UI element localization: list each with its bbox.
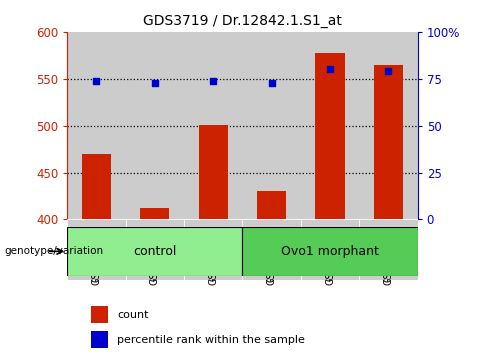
Bar [315,53,345,219]
Point [93,78,100,84]
Point [268,80,276,85]
Bar [82,154,111,219]
Bar [126,219,184,280]
Text: count: count [117,310,149,320]
Text: control: control [133,245,177,258]
Point [151,80,158,85]
Bar [184,219,242,280]
Bar [359,219,418,280]
Text: GSM537964: GSM537964 [208,225,218,285]
Bar [242,219,301,280]
Bar [126,32,184,219]
Bar [242,227,418,276]
Bar [67,227,242,276]
Text: Ovo1 morphant: Ovo1 morphant [281,245,379,258]
Bar [199,125,228,219]
Text: GSM537967: GSM537967 [384,225,394,285]
Text: GSM537965: GSM537965 [266,225,276,285]
Text: GSM537962: GSM537962 [91,225,101,285]
Bar [301,32,359,219]
Bar [184,32,242,219]
Point [384,68,392,74]
Bar [359,32,418,219]
Bar [91,306,108,323]
Bar [301,219,359,280]
Text: percentile rank within the sample: percentile rank within the sample [117,335,305,344]
Bar [257,191,286,219]
Bar [91,331,108,348]
Bar [67,219,126,280]
Bar [67,32,126,219]
Point [326,67,334,72]
Bar [140,208,169,219]
Bar [242,32,301,219]
Text: GSM537963: GSM537963 [150,225,160,285]
Point [209,78,217,84]
Title: GDS3719 / Dr.12842.1.S1_at: GDS3719 / Dr.12842.1.S1_at [143,14,342,28]
Text: GSM537966: GSM537966 [325,225,335,285]
Text: genotype/variation: genotype/variation [5,246,104,256]
Bar [374,65,403,219]
